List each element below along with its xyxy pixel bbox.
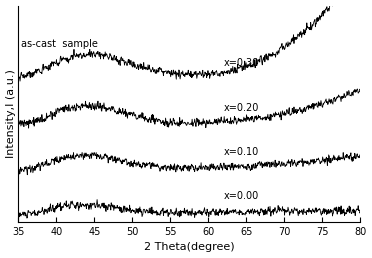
Text: x=0.30: x=0.30 xyxy=(224,58,259,68)
Text: x=0.00: x=0.00 xyxy=(224,191,259,201)
Text: as-cast  sample: as-cast sample xyxy=(20,39,97,49)
X-axis label: 2 Theta(degree): 2 Theta(degree) xyxy=(144,243,235,252)
Text: x=0.20: x=0.20 xyxy=(224,103,259,112)
Y-axis label: Intensity,I (a.u.): Intensity,I (a.u.) xyxy=(6,69,16,158)
Text: x=0.10: x=0.10 xyxy=(224,147,259,157)
